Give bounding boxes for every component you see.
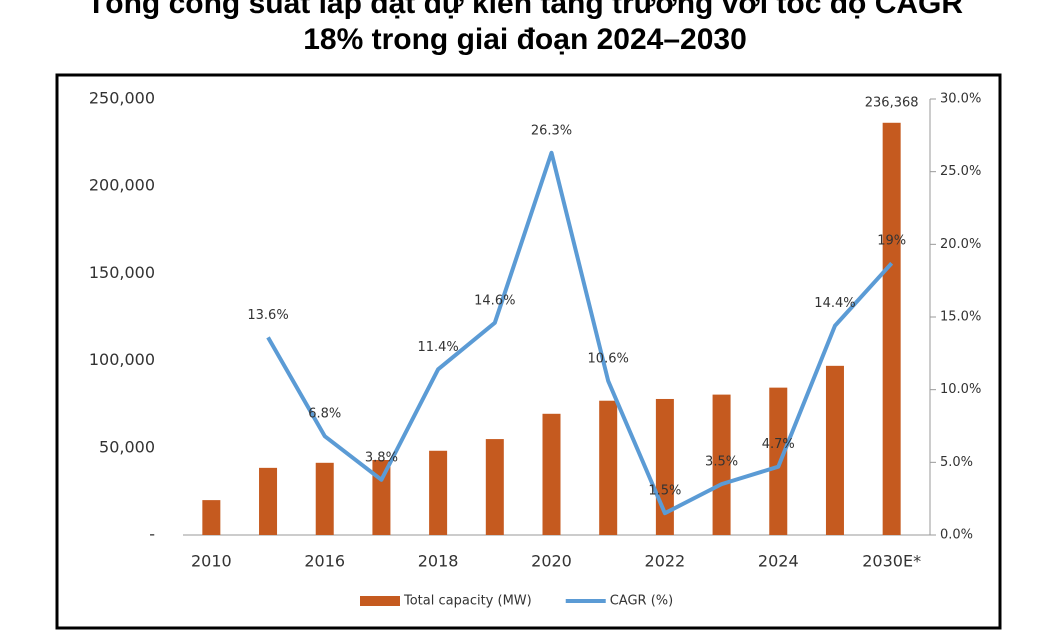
chart-title: Tổng công suất lắp đặt dự kiến tăng trưở…	[0, 0, 1050, 58]
line-value-label: 1.5%	[648, 484, 681, 499]
y-tick-label: 250,000	[89, 89, 155, 108]
bar	[485, 439, 504, 535]
bar	[712, 394, 731, 535]
bar-value-label: 236,368	[865, 95, 919, 110]
x-tick-label: 2020	[531, 552, 572, 571]
bar	[315, 462, 334, 535]
y2-tick-label: 10.0%	[940, 382, 981, 397]
line-value-label: 6.8%	[308, 407, 341, 422]
line-value-label: 14.6%	[474, 293, 515, 308]
y-tick-label: 100,000	[89, 350, 155, 369]
y2-tick-label: 0.0%	[940, 528, 973, 543]
legend-swatch	[360, 596, 400, 606]
x-tick-label: 2022	[645, 552, 686, 571]
bar	[882, 122, 901, 536]
x-tick-label: 2010	[191, 552, 232, 571]
y2-tick-label: 20.0%	[940, 237, 981, 252]
y2-tick-label: 15.0%	[940, 310, 981, 325]
y-tick-label: 50,000	[99, 437, 155, 456]
bar	[825, 365, 844, 535]
y-tick-label: -	[149, 525, 155, 544]
bar	[599, 400, 618, 535]
line-value-label: 3.5%	[705, 455, 738, 470]
bar	[769, 387, 788, 535]
line-value-label: 19%	[877, 234, 906, 249]
y2-tick-label: 5.0%	[940, 455, 973, 470]
chart-title-text: Tổng công suất lắp đặt dự kiến tăng trưở…	[86, 0, 964, 56]
line-value-label: 13.6%	[247, 308, 288, 323]
line	[266, 150, 894, 516]
y-tick-label: 150,000	[89, 263, 155, 282]
y2-tick-label: 30.0%	[940, 92, 981, 107]
bar	[202, 500, 221, 535]
line-value-label: 26.3%	[531, 123, 572, 138]
chart-frame	[55, 73, 1002, 630]
line-value-label: 11.4%	[417, 340, 458, 355]
y2-tick-label: 25.0%	[940, 164, 981, 179]
bar	[429, 450, 448, 535]
legend-label: Total capacity (MW)	[403, 594, 532, 609]
line-value-label: 3.8%	[365, 450, 398, 465]
x-tick-label: 2030E*	[862, 552, 921, 571]
bar	[542, 413, 561, 535]
y-tick-label: 200,000	[89, 176, 155, 195]
x-tick-label: 2016	[304, 552, 345, 571]
line-value-label: 4.7%	[762, 437, 795, 452]
legend-label: CAGR (%)	[610, 594, 673, 609]
line-value-label: 14.4%	[814, 296, 855, 311]
x-tick-label: 2024	[758, 552, 799, 571]
line-value-label: 10.6%	[588, 351, 629, 366]
x-tick-label: 2018	[418, 552, 459, 571]
bar	[259, 467, 278, 535]
